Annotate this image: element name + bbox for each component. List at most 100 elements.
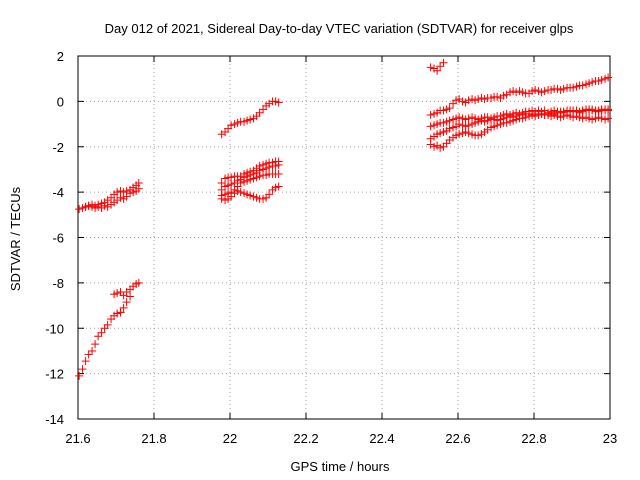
data-point [445, 104, 454, 113]
series-track-10 [217, 182, 283, 205]
data-point [75, 371, 84, 380]
data-point [122, 298, 131, 307]
data-point [84, 350, 93, 359]
data-point [227, 173, 236, 182]
data-point [255, 108, 264, 117]
data-point [78, 365, 87, 374]
data-point [436, 143, 445, 152]
series-track-11 [426, 58, 448, 75]
y-tick-label: 2 [57, 49, 64, 64]
data-point [217, 130, 226, 139]
data-point [445, 116, 454, 125]
y-tick-label: -8 [52, 276, 64, 291]
data-point [474, 131, 483, 140]
data-point [483, 116, 492, 125]
data-point [439, 58, 448, 67]
data-point [122, 192, 131, 201]
x-tick-label: 22.6 [445, 431, 470, 446]
data-point [540, 110, 549, 119]
data-point [103, 320, 112, 329]
data-point [227, 121, 236, 130]
data-point [588, 105, 597, 114]
data-point [91, 340, 100, 349]
data-point [588, 78, 597, 87]
data-point [75, 205, 84, 214]
data-point [274, 169, 283, 178]
data-point [274, 182, 283, 191]
series-track-12 [426, 73, 613, 119]
data-point [255, 172, 264, 181]
data-point [436, 129, 445, 138]
series-track-4 [110, 278, 143, 300]
data-point [274, 160, 283, 169]
data-point [604, 114, 613, 123]
series-track-6 [217, 97, 283, 139]
series-track-3 [75, 308, 125, 380]
data-point [246, 115, 255, 124]
data-point [604, 106, 613, 115]
y-tick-label: -14 [45, 412, 64, 427]
y-axis-label: SDTVAR / TECUs [8, 186, 23, 291]
data-point [540, 87, 549, 96]
data-point [236, 179, 245, 188]
x-tick-label: 21.6 [65, 431, 90, 446]
data-point [521, 113, 530, 122]
y-tick-label: -4 [52, 185, 64, 200]
data-point [134, 184, 143, 193]
x-tick-label: 21.8 [141, 431, 166, 446]
series-track-9 [217, 169, 283, 200]
data-point [88, 346, 97, 355]
y-tick-label: -12 [45, 367, 64, 382]
axes: 21.6 21.8 22 22.2 22.4 22.6 22.8 23 -14 -12 -10 -8 -… [45, 49, 617, 446]
x-tick-label: 23 [603, 431, 617, 446]
data-point [81, 357, 90, 366]
series-track-8 [217, 160, 283, 194]
data-point [227, 192, 236, 201]
data-point [246, 191, 255, 200]
data-point [512, 115, 521, 124]
data-point [113, 289, 122, 298]
data-point [502, 118, 511, 127]
data-point [588, 115, 597, 124]
data-point [493, 121, 502, 130]
data-point [97, 328, 106, 337]
data-point [134, 278, 143, 287]
data-point [455, 120, 464, 129]
data-point [126, 292, 135, 301]
y-tick-label: -6 [52, 231, 64, 246]
data-point [217, 179, 226, 188]
data-point [455, 113, 464, 122]
y-tick-label: -2 [52, 140, 64, 155]
data-point [445, 124, 454, 133]
data-point [246, 175, 255, 184]
x-axis-label: GPS time / hours [291, 459, 390, 474]
data-point [113, 309, 122, 318]
x-tick-label: 22.4 [369, 431, 394, 446]
data-point [274, 98, 283, 107]
x-tick-label: 22.2 [293, 431, 318, 446]
data-point [94, 202, 103, 211]
data-point [559, 84, 568, 93]
series-track-5 [116, 292, 135, 317]
data-point [436, 62, 445, 71]
data-point [604, 73, 613, 82]
y-tick-label: -10 [45, 321, 64, 336]
data-point [493, 92, 502, 101]
data-point [569, 83, 578, 92]
data-point [464, 121, 473, 130]
series-track-15 [426, 105, 613, 152]
data-point [265, 163, 274, 172]
series-track-2 [81, 184, 143, 213]
data-point [426, 110, 435, 119]
data-point [426, 63, 435, 72]
data-point [227, 180, 236, 189]
data-point [426, 122, 435, 131]
data-point [531, 86, 540, 95]
data-point [559, 108, 568, 117]
data-point [119, 303, 128, 312]
data-point [531, 112, 540, 121]
data-points [75, 58, 613, 380]
data-point [578, 81, 587, 90]
x-tick-label: 22 [223, 431, 237, 446]
